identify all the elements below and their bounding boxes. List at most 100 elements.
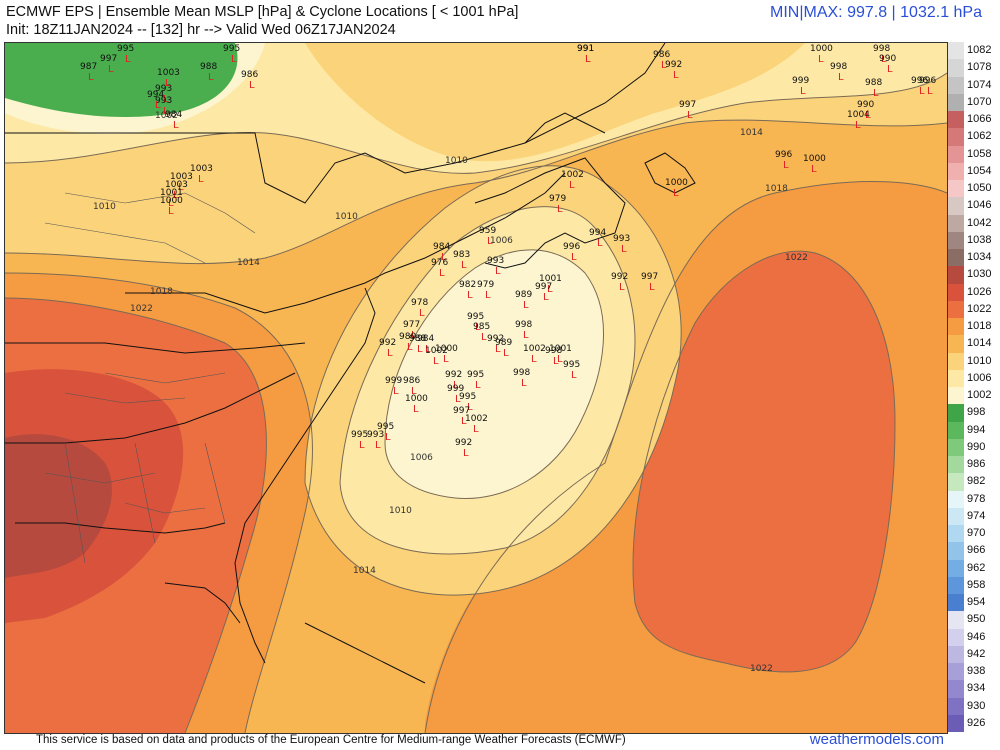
- colorbar-row: 990: [948, 438, 1000, 456]
- cyclone-low-icon: L: [375, 440, 381, 451]
- colorbar-swatch: [948, 266, 964, 284]
- cyclone-pressure-value: 1000: [160, 196, 183, 206]
- cyclone-pressure-value: 997: [641, 272, 658, 282]
- cyclone-pressure-value: 993: [155, 84, 172, 94]
- cyclone-pressure-value: 995: [459, 392, 476, 402]
- contour-label-1010-mid: 1010: [335, 212, 358, 222]
- colorbar-label: 1078: [967, 61, 992, 74]
- colorbar-label: 1046: [967, 199, 992, 212]
- colorbar-swatch: [948, 197, 964, 215]
- cyclone-low-icon: L: [487, 236, 493, 247]
- cyclone-pressure-value: 992: [455, 438, 472, 448]
- cyclone-low-icon: L: [687, 110, 693, 121]
- colorbar-swatch: [948, 714, 964, 732]
- cyclone-low-icon: L: [571, 252, 577, 263]
- cyclone-pressure-value: 985: [473, 322, 490, 332]
- cyclone-low-icon: L: [475, 322, 481, 333]
- colorbar-row: 1058: [948, 145, 1000, 163]
- cyclone-low-icon: L: [413, 404, 419, 415]
- cyclone-pressure-value: 998: [515, 320, 532, 330]
- colorbar-swatch: [948, 542, 964, 560]
- cyclone-pressure-value: 994: [147, 90, 164, 100]
- cyclone-pressure-value: 986: [403, 376, 420, 386]
- contour-label-1022-south: 1022: [750, 664, 773, 674]
- colorbar-row: 978: [948, 490, 1000, 508]
- cyclone-low-icon: L: [433, 356, 439, 367]
- cyclone-pressure-value: 993: [155, 96, 172, 106]
- colorbar-swatch: [948, 645, 964, 663]
- contour-label-1018-west: 1018: [150, 287, 173, 297]
- cyclone-pressure-value: 993: [487, 256, 504, 266]
- colorbar-label: 1050: [967, 182, 992, 194]
- colorbar-swatch: [948, 128, 964, 146]
- contour-label-1006: 1006: [490, 236, 513, 246]
- contour-label-1002: 1002: [155, 111, 178, 121]
- colorbar-row: 1050: [948, 180, 1000, 198]
- colorbar-swatch: [948, 59, 964, 77]
- cyclone-pressure-value: 1000: [803, 154, 826, 164]
- cyclone-pressure-value: 999: [385, 376, 402, 386]
- cyclone-pressure-value: 990: [879, 54, 896, 64]
- colorbar-swatch: [948, 111, 964, 129]
- cyclone-low-icon: L: [88, 72, 94, 83]
- cyclone-low-icon: L: [461, 416, 467, 427]
- contour-label-1010: 1010: [445, 156, 468, 166]
- colorbar-swatch: [948, 145, 964, 163]
- cyclone-low-icon: L: [495, 344, 501, 355]
- cyclone-pressure-value: 995: [223, 44, 240, 54]
- colorbar-swatch: [948, 369, 964, 387]
- colorbar-row: 1078: [948, 59, 1000, 77]
- colorbar-row: 1054: [948, 162, 1000, 180]
- colorbar-row: 1062: [948, 128, 1000, 146]
- cyclone-pressure-value: 1003: [165, 180, 188, 190]
- cyclone-low-icon: L: [619, 282, 625, 293]
- colorbar-swatch: [948, 697, 964, 715]
- cyclone-low-icon: L: [597, 238, 603, 249]
- colorbar-row: 926: [948, 714, 1000, 732]
- cyclone-pressure-value: 995: [467, 312, 484, 322]
- cyclone-pressure-value: 997: [679, 100, 696, 110]
- contour-label-1022-east: 1022: [785, 253, 808, 263]
- cyclone-low-icon: L: [855, 120, 861, 131]
- cyclone-pressure-value: 984: [433, 242, 450, 252]
- brand-link[interactable]: weathermodels.com: [809, 731, 944, 748]
- cyclone-pressure-value: 977: [403, 320, 420, 330]
- colorbar-swatch: [948, 300, 964, 318]
- colorbar-row: 974: [948, 507, 1000, 525]
- cyclone-pressure-value: 995: [117, 44, 134, 54]
- colorbar-row: 970: [948, 525, 1000, 543]
- cyclone-low-icon: L: [407, 342, 413, 353]
- colorbar-swatch: [948, 576, 964, 594]
- colorbar-swatch: [948, 490, 964, 508]
- colorbar-label: 934: [967, 682, 986, 695]
- cyclone-pressure-value: 998: [873, 44, 890, 54]
- cyclone-low-icon: L: [393, 386, 399, 397]
- cyclone-low-icon: L: [419, 308, 425, 319]
- contour-label-1010-west: 1010: [93, 202, 116, 212]
- cyclone-low-icon: L: [411, 330, 417, 341]
- colorbar-label: 1058: [967, 147, 992, 160]
- cyclone-pressure-value: 996: [563, 242, 580, 252]
- cyclone-pressure-value: 992: [445, 370, 462, 380]
- cyclone-pressure-value: 1000: [810, 44, 833, 54]
- cyclone-low-icon: L: [178, 182, 184, 193]
- colorbar-row: 1034: [948, 249, 1000, 267]
- cyclone-low-icon: L: [163, 94, 169, 105]
- cyclone-low-icon: L: [783, 160, 789, 171]
- cyclone-low-icon: L: [838, 72, 844, 83]
